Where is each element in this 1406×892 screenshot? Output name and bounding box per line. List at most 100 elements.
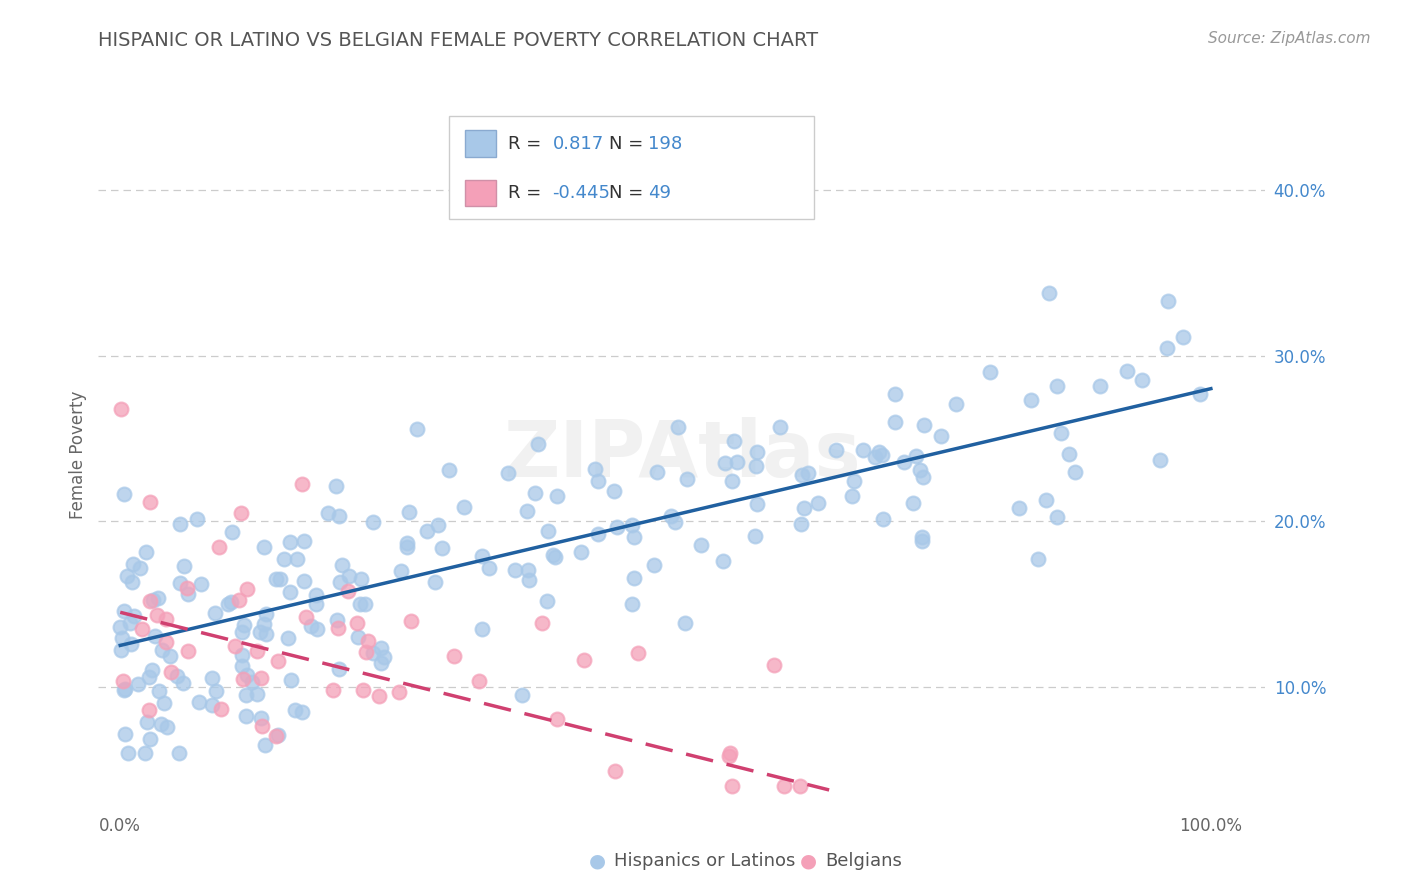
Point bbox=[945, 397, 967, 411]
Point bbox=[169, 576, 191, 591]
Point bbox=[583, 461, 606, 475]
Point bbox=[356, 645, 378, 659]
Point bbox=[825, 443, 848, 458]
Point bbox=[156, 721, 179, 735]
Point bbox=[155, 635, 177, 649]
Point bbox=[204, 607, 226, 621]
Point bbox=[546, 489, 568, 503]
Point bbox=[1046, 378, 1069, 392]
Point bbox=[1115, 364, 1137, 378]
Point bbox=[120, 637, 142, 651]
Point bbox=[305, 597, 328, 611]
Point bbox=[153, 696, 176, 710]
Point bbox=[790, 517, 813, 532]
Point bbox=[254, 627, 277, 641]
Point bbox=[720, 474, 742, 488]
Point bbox=[645, 465, 668, 479]
Text: N =: N = bbox=[609, 135, 648, 153]
Point bbox=[291, 706, 314, 720]
Point bbox=[1046, 510, 1069, 524]
Point bbox=[395, 536, 418, 550]
Point bbox=[354, 597, 377, 611]
Point bbox=[453, 500, 475, 515]
Point bbox=[718, 749, 741, 764]
Point bbox=[231, 659, 253, 673]
Point bbox=[139, 732, 162, 747]
Point bbox=[603, 764, 626, 778]
Point bbox=[278, 585, 301, 599]
Point bbox=[725, 455, 748, 469]
Point bbox=[395, 540, 418, 554]
Point bbox=[307, 622, 329, 636]
Point bbox=[904, 449, 927, 463]
Point bbox=[430, 541, 453, 555]
Point bbox=[187, 695, 209, 709]
Point bbox=[111, 673, 134, 688]
Point bbox=[139, 495, 162, 509]
Point bbox=[718, 747, 741, 761]
Text: 0.817: 0.817 bbox=[553, 135, 603, 153]
Point bbox=[142, 593, 165, 607]
Point bbox=[325, 613, 347, 627]
Point bbox=[471, 549, 494, 564]
Point bbox=[346, 630, 368, 644]
Text: ●: ● bbox=[800, 851, 817, 871]
Point bbox=[231, 648, 253, 663]
Point bbox=[852, 442, 875, 457]
Point bbox=[117, 746, 139, 760]
Point bbox=[443, 649, 465, 664]
Point bbox=[516, 564, 538, 578]
Point bbox=[135, 545, 157, 559]
Y-axis label: Female Poverty: Female Poverty bbox=[69, 391, 87, 519]
Point bbox=[111, 632, 134, 646]
Point bbox=[267, 654, 290, 668]
Point bbox=[269, 572, 291, 586]
Point bbox=[536, 594, 558, 608]
Point bbox=[131, 622, 153, 636]
Point bbox=[627, 646, 650, 660]
Point bbox=[868, 445, 890, 459]
Point bbox=[253, 540, 276, 554]
Point bbox=[388, 684, 411, 698]
Point bbox=[516, 504, 538, 518]
Point bbox=[337, 568, 360, 582]
Point bbox=[254, 607, 277, 622]
Point bbox=[138, 703, 160, 717]
Point bbox=[110, 643, 132, 657]
Point bbox=[186, 512, 208, 526]
Point bbox=[531, 616, 554, 631]
Point bbox=[246, 687, 269, 701]
Point bbox=[295, 609, 318, 624]
Point bbox=[139, 594, 162, 608]
Point bbox=[349, 597, 371, 611]
Point bbox=[146, 591, 169, 605]
Point bbox=[205, 684, 228, 698]
Point bbox=[246, 644, 269, 658]
Point bbox=[209, 702, 232, 716]
Point bbox=[114, 681, 136, 696]
Point bbox=[659, 509, 682, 524]
Point bbox=[723, 434, 745, 449]
Point bbox=[278, 535, 301, 549]
Point bbox=[285, 552, 308, 566]
Point bbox=[523, 486, 546, 500]
Point bbox=[190, 577, 212, 591]
Point bbox=[510, 688, 533, 702]
Point bbox=[249, 671, 271, 685]
Point bbox=[1156, 341, 1178, 355]
Point bbox=[166, 669, 188, 683]
Point bbox=[121, 575, 143, 590]
Point bbox=[330, 558, 353, 572]
Point bbox=[1149, 452, 1171, 467]
Point bbox=[807, 496, 830, 510]
Point bbox=[114, 727, 136, 741]
Point bbox=[1130, 373, 1153, 387]
Point bbox=[517, 573, 540, 587]
Point bbox=[112, 487, 135, 501]
Point bbox=[240, 674, 263, 689]
Point bbox=[747, 445, 769, 459]
Point bbox=[437, 463, 460, 477]
Point bbox=[112, 682, 135, 697]
Point bbox=[346, 615, 368, 630]
Point bbox=[337, 583, 360, 598]
